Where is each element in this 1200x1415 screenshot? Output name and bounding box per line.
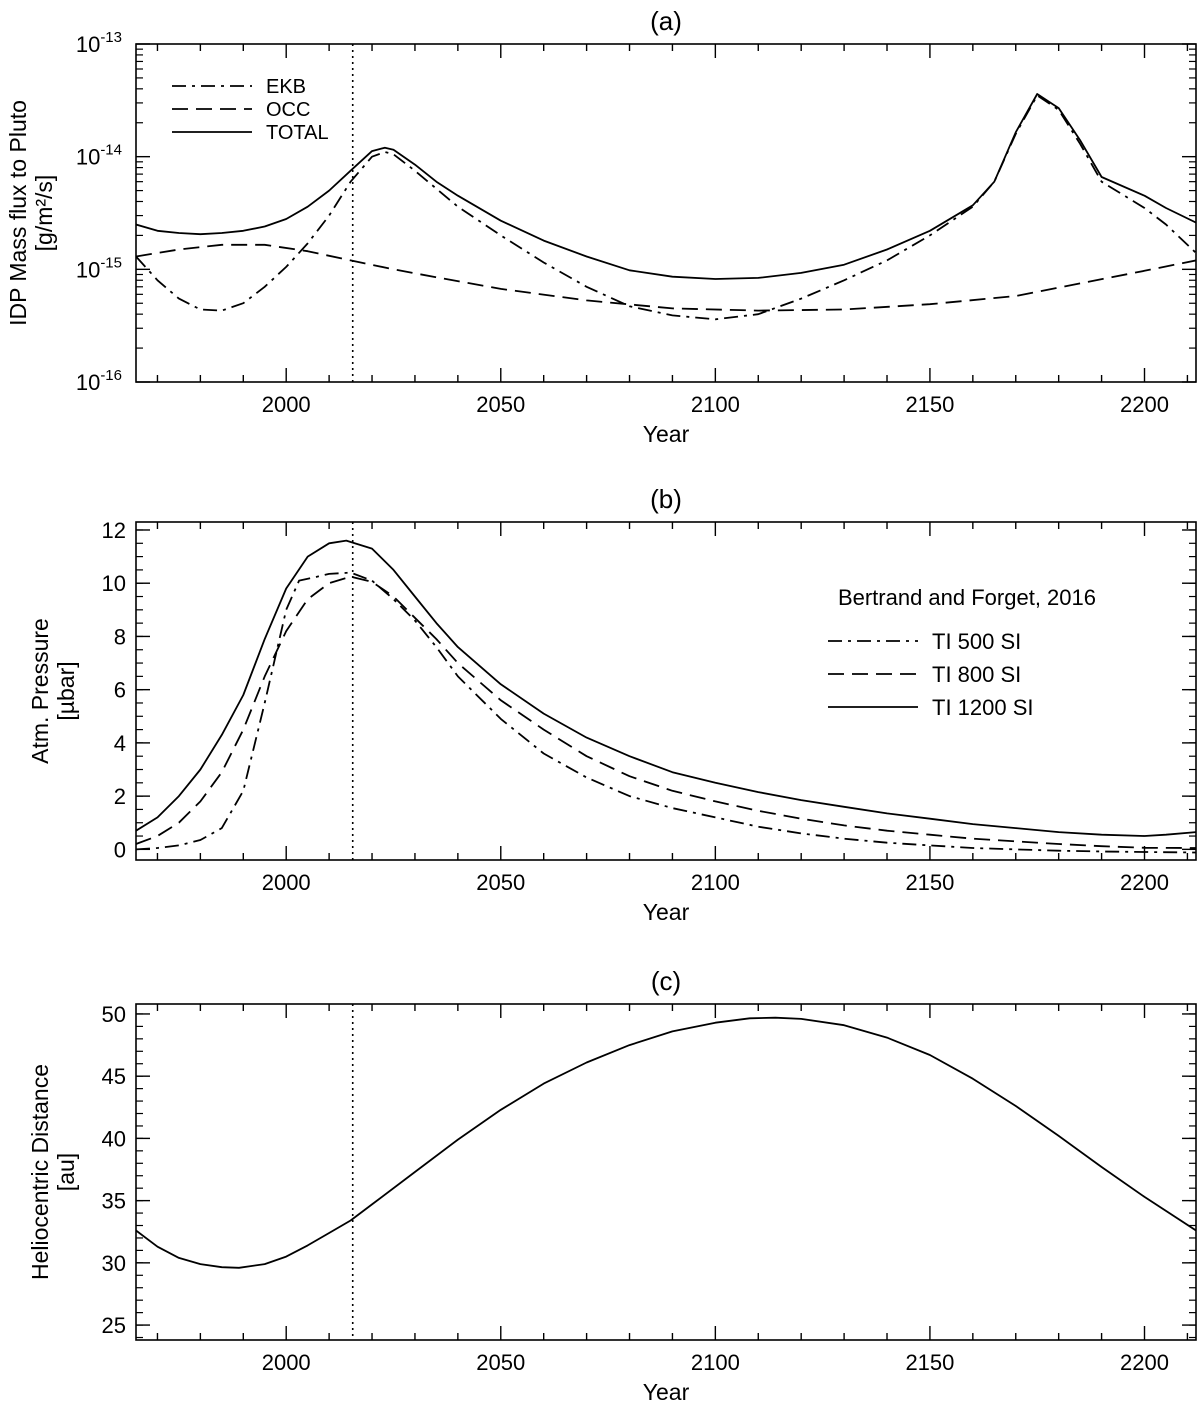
x-tick-label: 2150 [905, 392, 954, 417]
y-tick-label: 45 [102, 1064, 126, 1089]
x-tick-label: 2050 [476, 392, 525, 417]
y-tick-label: 10 [102, 571, 126, 596]
panel-title: (c) [651, 966, 681, 996]
legend-label: TI 500 SI [932, 629, 1021, 654]
panel-b: (b) 2000 2050 2100 2150 2200 Year 0 2 4 6 8 10 12 Atm.… [27, 484, 1197, 925]
y-axis-units: [g/m²/s] [31, 175, 57, 252]
x-tick-label: 2100 [691, 1350, 740, 1375]
x-tick-label: 2000 [262, 392, 311, 417]
y-axis-title: IDP Mass flux to Pluto [5, 100, 31, 326]
y-tick-label: 35 [102, 1189, 126, 1214]
series-line-total [136, 93, 1196, 280]
x-tick-label: 2100 [691, 870, 740, 895]
y-tick-label: 25 [102, 1313, 126, 1338]
y-tick-base: 10 [76, 32, 100, 57]
y-tick-base: 10 [76, 370, 100, 395]
y-tick-label: 50 [102, 1002, 126, 1027]
y-tick-label: 0 [114, 837, 126, 862]
y-tick-label: 12 [102, 518, 126, 543]
x-tick-label: 2000 [262, 1350, 311, 1375]
series-line-ti-500-si [136, 571, 1196, 854]
x-axis-title: Year [643, 899, 690, 925]
y-tick-label: 10-14 [76, 142, 122, 170]
plot-frame [135, 1003, 1197, 1341]
y-tick-label: 30 [102, 1251, 126, 1276]
x-tick-label: 2200 [1120, 392, 1169, 417]
x-tick-label: 2200 [1120, 870, 1169, 895]
legend-label: TOTAL [266, 122, 329, 144]
y-tick-base: 10 [76, 145, 100, 170]
panel-title: (b) [650, 484, 682, 514]
legend-label: EKB [266, 76, 306, 98]
y-tick-label: 10-16 [76, 367, 122, 395]
x-tick-label: 2050 [476, 1350, 525, 1375]
y-tick-exponent: -15 [100, 254, 122, 271]
y-tick-label: 6 [114, 678, 126, 703]
x-tick-label: 2150 [905, 1350, 954, 1375]
y-axis-title: Atm. Pressure [27, 618, 53, 764]
x-tick-label: 2200 [1120, 1350, 1169, 1375]
x-tick-label: 2150 [905, 870, 954, 895]
plot-frame [135, 521, 1197, 861]
panel-title: (a) [650, 6, 682, 36]
x-axis-title: Year [643, 1379, 690, 1405]
y-tick-exponent: -14 [100, 142, 122, 159]
y-tick-label: 8 [114, 624, 126, 649]
y-tick-label: 10-15 [76, 254, 122, 282]
y-axis-units: [au] [53, 1153, 79, 1191]
series-line-distance [136, 1016, 1196, 1269]
y-tick-exponent: -16 [100, 367, 122, 384]
panel-c: (c) 2000 2050 2100 2150 2200 Year 25 30 35 40 45 50 H… [27, 966, 1197, 1405]
x-axis-title: Year [643, 421, 690, 447]
y-tick-base: 10 [76, 257, 100, 282]
series-line-occ [136, 243, 1196, 312]
x-tick-label: 2000 [262, 870, 311, 895]
legend-label: OCC [266, 99, 310, 121]
legend-label: TI 800 SI [932, 662, 1021, 687]
y-axis-title: Heliocentric Distance [27, 1064, 53, 1280]
y-tick-label: 40 [102, 1126, 126, 1151]
legend-title: Bertrand and Forget, 2016 [838, 585, 1096, 610]
series-line-ti-800-si [136, 575, 1196, 849]
y-tick-label: 2 [114, 784, 126, 809]
panel-a: (a)2000 2050 2100 2150 2200Year10-1610-1510-… [5, 6, 1197, 447]
x-tick-label: 2100 [691, 392, 740, 417]
y-tick-label: 10-13 [76, 29, 122, 57]
y-tick-exponent: -13 [100, 29, 122, 46]
plot-frame [135, 43, 1197, 383]
x-tick-label: 2050 [476, 870, 525, 895]
series-line-ti-1200-si [136, 539, 1196, 837]
y-axis-units: [µbar] [53, 661, 79, 720]
legend-label: TI 1200 SI [932, 695, 1034, 720]
y-tick-label: 4 [114, 731, 126, 756]
